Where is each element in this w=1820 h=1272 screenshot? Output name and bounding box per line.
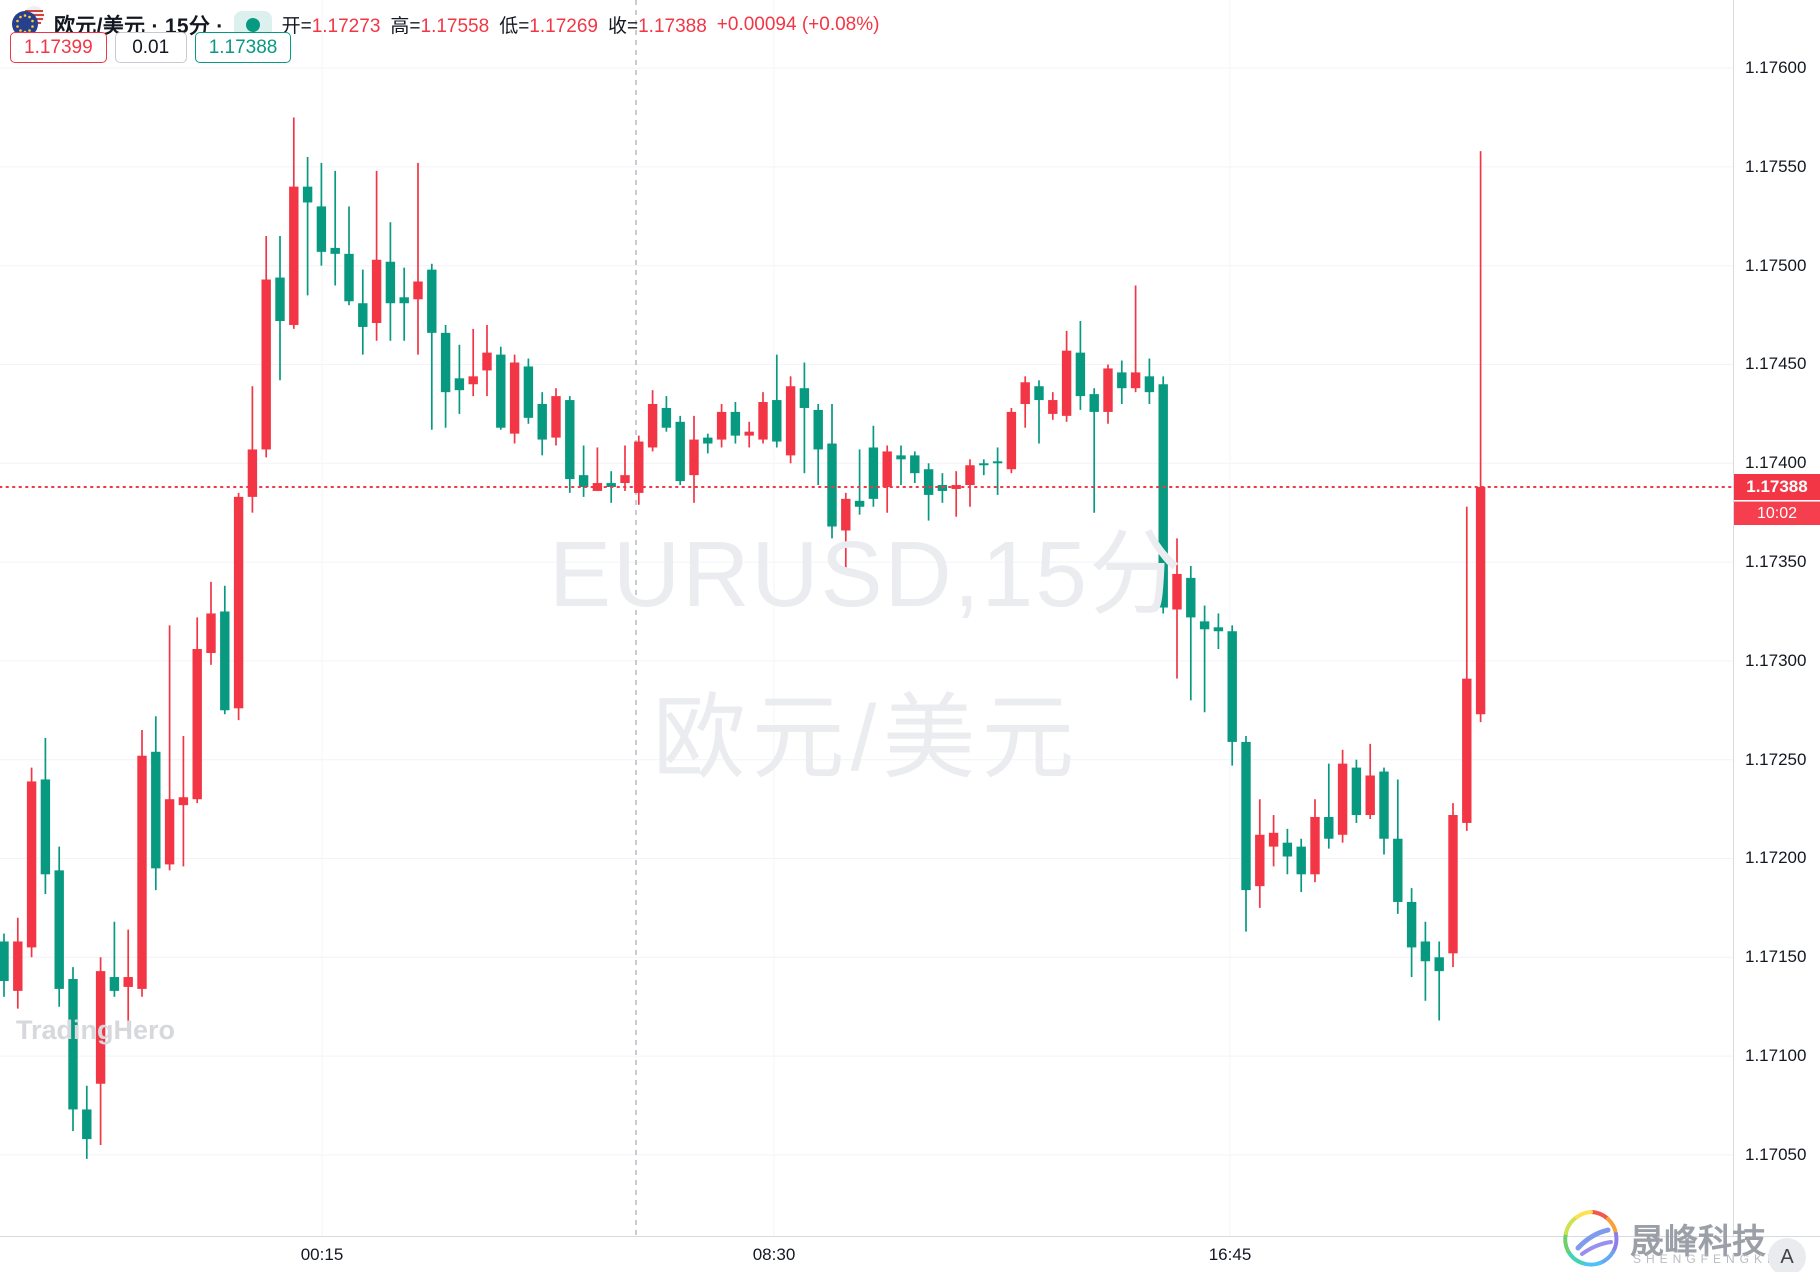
price-axis-tick: 1.17150 xyxy=(1745,947,1807,967)
logo-company-name: 晟峰科技 xyxy=(1630,1223,1766,1261)
low-value: 1.17269 xyxy=(529,16,598,37)
market-open-dot-icon xyxy=(245,17,260,32)
price-axis-tick: 1.17550 xyxy=(1745,156,1807,176)
price-axis-tick: 1.17350 xyxy=(1745,552,1807,572)
price-axis-tick: 1.17050 xyxy=(1745,1144,1807,1164)
logo-company-romanized: SHENGFENGKEJI xyxy=(1633,1252,1800,1266)
low-label: 低= xyxy=(499,16,530,37)
chart-plot-area[interactable] xyxy=(0,0,1733,1236)
candlestick-chart[interactable] xyxy=(0,0,1733,1236)
time-axis[interactable]: 00:15 08:30 16:45 xyxy=(0,1236,1820,1272)
close-label: 收= xyxy=(607,16,639,37)
open-value: 1.17273 xyxy=(311,16,381,37)
shengfeng-logo: 晟峰科技 SHENGFENGKEJI xyxy=(1556,1204,1816,1272)
spread-value-box[interactable]: 0.01 xyxy=(114,32,187,63)
bar-countdown-label: 10:02 xyxy=(1734,501,1820,525)
price-axis-tick: 1.17500 xyxy=(1745,255,1807,275)
change-value: +0.00094 (+0.08%) xyxy=(716,13,880,35)
tradinghero-watermark: TradingHero xyxy=(16,1015,176,1045)
time-axis-tick: 00:15 xyxy=(300,1245,344,1264)
symbol-flag-icon xyxy=(10,4,46,45)
price-axis-tick: 1.17250 xyxy=(1745,749,1807,769)
ohlc-readout: 开=1.17273 高=1.17558 低=1.17269 收=1.17388 … xyxy=(282,11,880,38)
sell-price-button[interactable]: 1.17399 xyxy=(10,32,107,63)
a-badge[interactable]: A xyxy=(1768,1238,1806,1272)
shengfeng-pinwheel-icon xyxy=(1563,1210,1619,1267)
price-axis-tick: 1.17100 xyxy=(1745,1046,1807,1066)
price-axis-tick: 1.17300 xyxy=(1745,650,1807,670)
price-axis-tick: 1.17200 xyxy=(1745,848,1807,868)
chart-header: 欧元/美元 · 15分 · 开=1.17273 高=1.17558 低=1.17… xyxy=(10,4,879,45)
price-axis[interactable]: 1.17600 1.17550 1.17500 1.17450 1.17400 1.173… xyxy=(1733,0,1820,1236)
open-label: 开= xyxy=(281,16,312,37)
close-value: 1.17388 xyxy=(638,16,707,37)
buy-price-button[interactable]: 1.17388 xyxy=(194,32,292,63)
time-axis-tick: 08:30 xyxy=(752,1245,796,1264)
quote-row: 1.17399 0.01 1.17388 xyxy=(10,32,292,63)
high-label: 高= xyxy=(390,16,421,37)
current-price-label: 1.17388 xyxy=(1734,474,1820,500)
price-axis-tick: 1.17400 xyxy=(1745,453,1807,473)
symbol-title[interactable]: 欧元/美元 · 15分 · xyxy=(54,14,224,38)
high-value: 1.17558 xyxy=(420,16,490,37)
price-axis-tick: 1.17450 xyxy=(1745,354,1807,374)
time-axis-tick: 16:45 xyxy=(1208,1245,1252,1264)
price-axis-tick: 1.17600 xyxy=(1745,58,1807,78)
